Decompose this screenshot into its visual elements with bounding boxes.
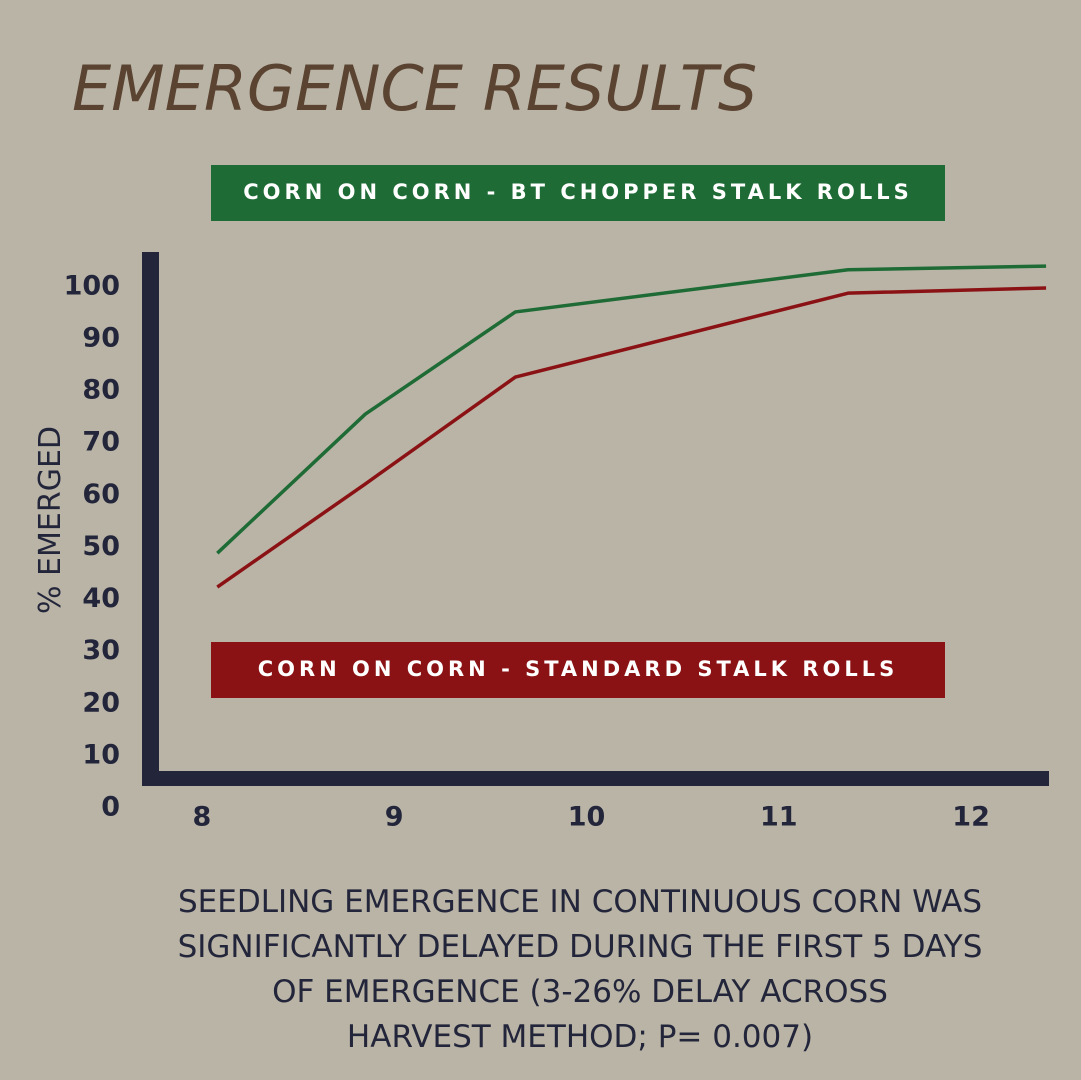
note-line: HARVEST METHOD; P= 0.007): [347, 1019, 813, 1055]
y-tick-label: 50: [82, 531, 120, 562]
chart-title: EMERGENCE RESULTS: [72, 52, 757, 125]
x-tick-label: 8: [193, 802, 212, 833]
series-line: [216, 286, 1047, 589]
x-tick-label: 10: [568, 802, 606, 833]
y-tick-label: 20: [82, 687, 120, 718]
note-line: SEEDLING EMERGENCE IN CONTINUOUS CORN WA…: [178, 884, 982, 920]
y-tick-label: 0: [101, 792, 120, 823]
y-tick-label: 90: [82, 323, 120, 354]
note-line: OF EMERGENCE (3-26% DELAY ACROSS: [272, 974, 888, 1010]
y-tick-label: 80: [82, 375, 120, 406]
y-tick-label: 10: [82, 739, 120, 770]
series-line: [216, 264, 1047, 555]
legend-label: CORN ON CORN - BT CHOPPER STALK ROLLS: [243, 180, 912, 204]
legend-box: [211, 642, 945, 698]
legend-label: CORN ON CORN - STANDARD STALK ROLLS: [258, 657, 899, 681]
y-tick-label: 40: [82, 583, 120, 614]
y-tick-label: 60: [82, 479, 120, 510]
y-tick-label: 100: [64, 270, 120, 301]
y-tick-label: 70: [82, 427, 120, 458]
y-axis: [142, 252, 159, 786]
x-tick-label: 11: [760, 802, 798, 833]
x-tick-label: 9: [385, 802, 404, 833]
y-axis-label: % EMERGED: [33, 426, 68, 614]
x-axis: [142, 771, 1049, 786]
note-line: SIGNIFICANTLY DELAYED DURING THE FIRST 5…: [178, 929, 983, 965]
x-tick-label: 12: [952, 802, 990, 833]
legend-box: [211, 165, 945, 221]
y-tick-label: 30: [82, 635, 120, 666]
